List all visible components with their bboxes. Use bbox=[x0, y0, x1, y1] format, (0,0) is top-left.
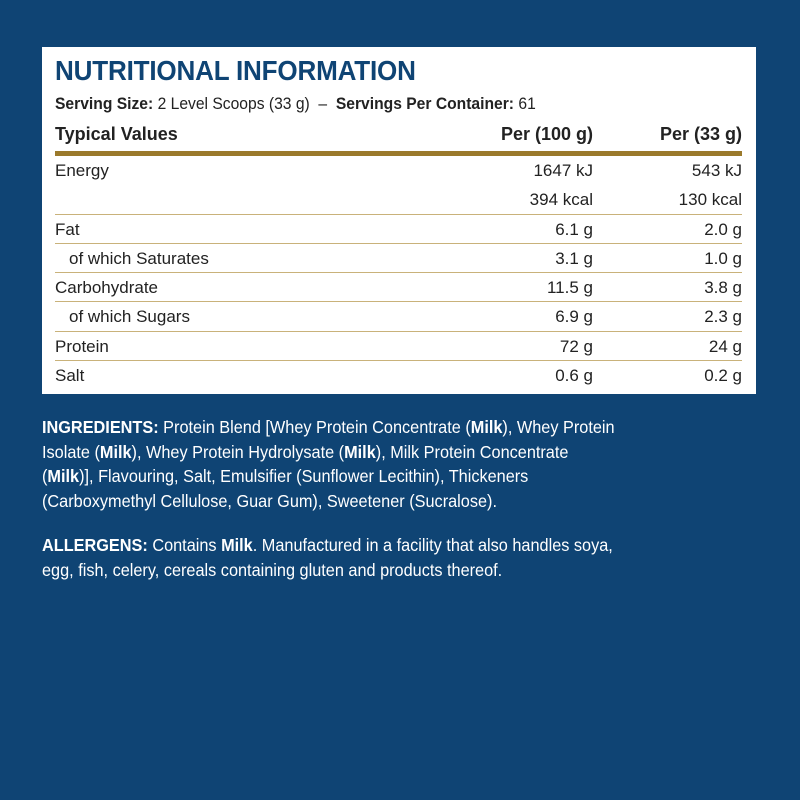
allergens-line: egg, fish, celery, cereals containing gl… bbox=[42, 558, 730, 583]
table-row: Energy 1647 kJ 543 kJ bbox=[55, 156, 742, 185]
nutrition-table-body: Energy 1647 kJ 543 kJ 394 kcal 130 kcal Fat 6.… bbox=[55, 156, 742, 390]
serving-size-value: 2 Level Scoops (33 g) bbox=[157, 94, 310, 113]
page-title: NUTRITIONAL INFORMATION bbox=[55, 55, 416, 86]
text-segment: ), Whey Protein bbox=[502, 417, 615, 437]
value-per-100g: 3.1 g bbox=[555, 248, 593, 268]
ingredients-line: Isolate (Milk), Whey Protein Hydrolysate… bbox=[42, 440, 730, 465]
bold-text: INGREDIENTS: bbox=[42, 417, 164, 437]
text-segment: (Carboxymethyl Cellulose, Guar Gum), Swe… bbox=[42, 490, 497, 511]
nutrient-label: Fat bbox=[55, 219, 80, 239]
table-row: of which Saturates 3.1 g 1.0 g bbox=[55, 244, 742, 274]
allergens-line: ALLERGENS: Contains Milk. Manufactured i… bbox=[42, 533, 730, 558]
text-segment: ), Whey Protein Hydrolysate ( bbox=[131, 441, 345, 462]
ingredients-line: (Carboxymethyl Cellulose, Guar Gum), Swe… bbox=[42, 489, 730, 514]
bold-text: Milk bbox=[221, 535, 253, 555]
value-per-serving: 0.2 g bbox=[704, 366, 742, 386]
table-row: Protein 72 g 24 g bbox=[55, 332, 742, 362]
value-per-100g: 394 kcal bbox=[529, 190, 593, 210]
nutrient-label: of which Sugars bbox=[69, 307, 190, 327]
value-per-100g: 6.1 g bbox=[555, 219, 593, 239]
bold-text: Milk bbox=[344, 441, 376, 462]
text-segment: ( bbox=[42, 466, 48, 486]
text-segment: . Manufactured in a facility that also h… bbox=[252, 535, 613, 555]
serving-size-label: Serving Size: bbox=[55, 94, 154, 113]
ingredients-line: (Milk)], Flavouring, Salt, Emulsifier (S… bbox=[42, 464, 730, 489]
table-header: Typical Values Per (100 g) Per (33 g) bbox=[55, 124, 742, 146]
value-per-100g: 6.9 g bbox=[555, 307, 593, 327]
value-per-serving: 543 kJ bbox=[691, 161, 742, 180]
value-per-100g: 0.6 g bbox=[555, 366, 593, 386]
nutrient-label: Protein bbox=[55, 336, 109, 356]
text-segment: ), Milk Protein Concentrate bbox=[375, 441, 569, 462]
value-per-serving: 2.3 g bbox=[704, 307, 742, 327]
value-per-serving: 2.0 g bbox=[704, 219, 742, 239]
bold-text: Milk bbox=[470, 417, 503, 437]
nutrient-label: Salt bbox=[55, 366, 85, 386]
text-segment: )], Flavouring, Salt, Emulsifier (Sunflo… bbox=[79, 466, 529, 486]
nutrition-panel: NUTRITIONAL INFORMATION Serving Size: 2 … bbox=[42, 47, 756, 394]
nutrient-label: of which Saturates bbox=[69, 248, 209, 268]
value-per-serving: 1.0 g bbox=[704, 248, 742, 268]
value-per-serving: 24 g bbox=[708, 336, 742, 356]
nutrient-label: Carbohydrate bbox=[55, 278, 159, 298]
servings-per-container-value: 61 bbox=[518, 94, 536, 113]
serving-separator: – bbox=[318, 94, 328, 113]
text-segment: Protein Blend [Whey Protein Concentrate … bbox=[163, 417, 471, 437]
text-segment: Contains bbox=[152, 535, 222, 555]
table-row: 394 kcal 130 kcal bbox=[55, 185, 742, 215]
header-typical-values: Typical Values bbox=[55, 124, 178, 144]
table-row: Salt 0.6 g 0.2 g bbox=[55, 361, 742, 390]
ingredients-line: INGREDIENTS: Protein Blend [Whey Protein… bbox=[42, 415, 730, 440]
table-row: of which Sugars 6.9 g 2.3 g bbox=[55, 302, 742, 332]
bold-text: ALLERGENS: bbox=[42, 535, 153, 555]
table-row: Carbohydrate 11.5 g 3.8 g bbox=[55, 273, 742, 303]
serving-info: Serving Size: 2 Level Scoops (33 g) – Se… bbox=[55, 94, 536, 114]
value-per-serving: 130 kcal bbox=[678, 190, 742, 210]
value-per-100g: 72 g bbox=[559, 336, 593, 356]
servings-per-container-label: Servings Per Container: bbox=[335, 94, 515, 113]
header-divider bbox=[55, 151, 742, 156]
value-per-100g: 11.5 g bbox=[546, 278, 593, 298]
text-segment: Isolate ( bbox=[42, 441, 100, 462]
bold-text: Milk bbox=[99, 441, 132, 462]
allergens-text: ALLERGENS: Contains Milk. Manufactured i… bbox=[42, 533, 782, 582]
value-per-serving: 3.8 g bbox=[704, 278, 742, 298]
value-per-100g: 1647 kJ bbox=[533, 161, 593, 180]
text-segment: egg, fish, celery, cereals containing gl… bbox=[42, 559, 503, 580]
header-per-serving: Per (33 g) bbox=[659, 124, 742, 144]
ingredients-text: INGREDIENTS: Protein Blend [Whey Protein… bbox=[42, 415, 782, 513]
nutrient-label: Energy bbox=[55, 161, 109, 180]
bold-text: Milk bbox=[47, 466, 80, 486]
table-row: Fat 6.1 g 2.0 g bbox=[55, 215, 742, 244]
header-per-100g: Per (100 g) bbox=[500, 124, 593, 144]
